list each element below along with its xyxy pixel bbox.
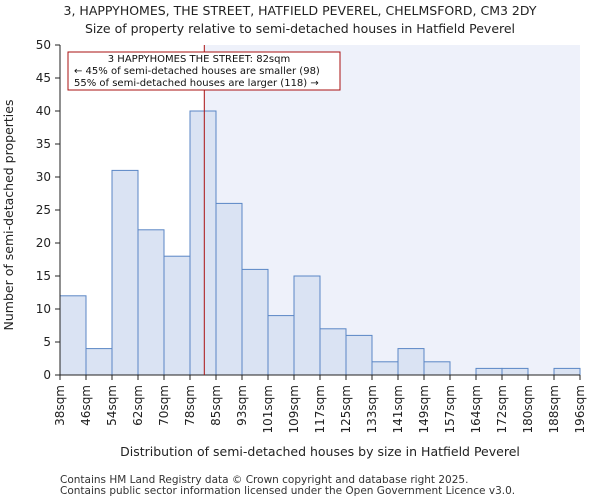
- bar-149sqm: [423, 361, 451, 376]
- x-tick-label: 180sqm: [521, 385, 535, 433]
- bar-62sqm: [137, 229, 165, 376]
- x-tick-label: 141sqm: [391, 385, 405, 433]
- annotation-box: 3 HAPPYHOMES THE STREET: 82sqm ← 45% of …: [67, 51, 341, 91]
- bar-109sqm: [293, 275, 321, 376]
- y-axis-label: Number of semi-detached properties: [1, 100, 16, 331]
- annotation-title: 3 HAPPYHOMES THE STREET: 82sqm: [108, 54, 290, 65]
- y-tick-label: 5: [43, 335, 51, 349]
- y-tick-label: 25: [36, 203, 51, 217]
- y-tick-label: 15: [36, 269, 51, 283]
- bars-group: [59, 110, 581, 376]
- x-tick-label: 78sqm: [183, 385, 197, 426]
- x-tick-label: 54sqm: [105, 385, 119, 426]
- x-tick-label: 85sqm: [209, 385, 223, 426]
- bar-164sqm: [475, 367, 503, 376]
- bar-54sqm: [111, 169, 139, 376]
- x-tick-label: 62sqm: [131, 385, 145, 426]
- bar-78sqm: [189, 110, 217, 376]
- y-tick-label: 20: [36, 236, 51, 250]
- x-tick-label: 93sqm: [235, 385, 249, 426]
- annotation-larger: 55% of semi-detached houses are larger (…: [74, 78, 319, 89]
- annotation-smaller: ← 45% of semi-detached houses are smalle…: [74, 66, 320, 77]
- x-tick-label: 164sqm: [469, 385, 483, 433]
- x-tick-label: 109sqm: [287, 385, 301, 433]
- bar-93sqm: [241, 268, 269, 376]
- footer-line1: Contains HM Land Registry data © Crown c…: [60, 474, 468, 486]
- x-tick-label: 149sqm: [417, 385, 431, 433]
- footer-line2: Contains public sector information licen…: [60, 485, 515, 497]
- x-tick-label: 117sqm: [313, 385, 327, 433]
- bar-46sqm: [85, 348, 113, 376]
- x-tick-label: 157sqm: [443, 385, 457, 433]
- x-tick-label: 125sqm: [339, 385, 353, 433]
- bar-141sqm: [397, 348, 425, 376]
- chart-title-line1: 3, HAPPYHOMES, THE STREET, HATFIELD PEVE…: [64, 3, 537, 18]
- bar-38sqm: [59, 295, 87, 376]
- x-tick-label: 46sqm: [79, 385, 93, 426]
- bar-125sqm: [345, 334, 373, 376]
- bar-85sqm: [215, 202, 243, 376]
- bar-101sqm: [267, 315, 295, 376]
- y-tick-label: 10: [36, 302, 51, 316]
- x-tick-label: 133sqm: [365, 385, 379, 433]
- y-tick-label: 40: [36, 104, 51, 118]
- bar-188sqm: [553, 367, 581, 376]
- x-tick-label: 70sqm: [157, 385, 171, 426]
- x-tick-label: 101sqm: [261, 385, 275, 433]
- y-tick-label: 35: [36, 137, 51, 151]
- y-tick-label: 0: [43, 368, 51, 382]
- bar-70sqm: [163, 255, 191, 376]
- x-tick-label: 196sqm: [573, 385, 587, 433]
- x-tick-label: 188sqm: [547, 385, 561, 433]
- y-axis: 0 5 10 15 20 25 30 35 40 45 50: [36, 38, 60, 382]
- x-tick-label: 38sqm: [53, 385, 67, 426]
- bar-117sqm: [319, 328, 347, 376]
- bar-133sqm: [371, 361, 399, 376]
- y-tick-label: 30: [36, 170, 51, 184]
- x-tick-label: 172sqm: [495, 385, 509, 433]
- x-axis-label: Distribution of semi-detached houses by …: [120, 444, 520, 459]
- chart-title-line2: Size of property relative to semi-detach…: [85, 21, 515, 36]
- y-tick-label: 45: [36, 71, 51, 85]
- annotation-border: [67, 51, 341, 91]
- bar-172sqm: [501, 367, 529, 376]
- y-tick-label: 50: [36, 38, 51, 52]
- x-axis: 38sqm 46sqm 54sqm 62sqm 70sqm 78sqm 85sqm 93sqm…: [53, 375, 587, 433]
